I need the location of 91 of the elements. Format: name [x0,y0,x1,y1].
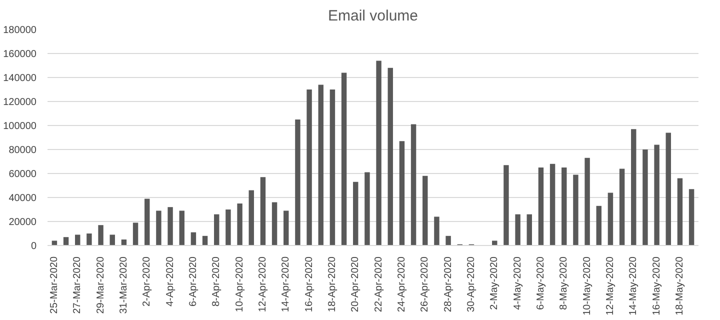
x-tick-label: 20-Apr-2020 [350,256,362,312]
bar [75,234,80,246]
x-tick-label: 22-Apr-2020 [373,256,384,312]
x-tick-label: 26-Apr-2020 [420,256,431,312]
x-tick-label: 18-May-2020 [674,256,686,316]
bar [190,232,196,246]
x-tick-label: 24-Apr-2020 [396,256,408,312]
bar [341,72,347,246]
y-tick-label: 60000 [8,169,37,180]
bar [272,202,278,246]
y-tick-label: 40000 [8,193,37,204]
bar [666,132,671,246]
bar [584,158,590,246]
y-tick-label: 100000 [3,121,37,132]
bar [550,164,556,246]
x-tick-label: 2-Apr-2020 [142,256,153,307]
x-tick-label: 12-Apr-2020 [257,256,268,312]
bar [573,174,578,246]
x-tick-label: 28-Apr-2020 [442,256,454,312]
y-tick-label: 140000 [3,73,37,84]
x-tick-label: 27-Mar-2020 [72,256,84,314]
bar [608,192,614,246]
bar [86,234,92,246]
x-tick-label: 14-Apr-2020 [280,256,292,312]
bar [515,214,520,246]
bar [492,240,498,246]
x-tick-label: 8-May-2020 [558,256,570,310]
x-tick-label: 4-Apr-2020 [164,256,176,307]
bar [214,214,220,246]
bar [434,216,440,246]
bar [226,210,231,246]
bar [410,124,416,246]
x-tick-label: 18-Apr-2020 [326,256,338,312]
x-tick-label: 6-May-2020 [535,256,546,310]
bar [318,84,324,246]
x-tick-label: 6-Apr-2020 [188,256,199,307]
x-tick-label: 30-Apr-2020 [466,256,477,312]
x-tick-label: 4-May-2020 [512,256,524,310]
x-tick-label: 31-Mar-2020 [118,256,130,314]
bar [237,204,242,246]
bar [168,207,173,246]
x-tick-label: 25-Mar-2020 [48,256,60,314]
bar [376,60,382,246]
bar [353,182,358,246]
x-tick-label: 14-May-2020 [628,256,640,316]
y-tick-label: 120000 [3,97,37,108]
bar [538,168,544,246]
bar [202,236,208,246]
bar [156,210,162,246]
x-tick-label: 2-May-2020 [489,256,500,310]
y-tick-label: 0 [30,241,37,252]
bar [132,222,138,246]
bar [284,210,289,246]
bar [260,177,266,246]
x-tick-label: 8-Apr-2020 [211,256,222,307]
bar [596,206,602,246]
bar [677,178,683,246]
y-tick-label: 20000 [8,217,37,228]
x-tick-label: 10-Apr-2020 [234,256,246,312]
bar [295,120,300,246]
bar [562,168,567,246]
bar [98,225,104,246]
x-tick-label: 16-Apr-2020 [304,256,315,312]
bar [654,144,660,246]
bar [330,90,336,246]
bar [63,237,69,246]
bar [526,214,532,246]
bar [619,168,625,246]
bar [446,236,451,246]
bar [306,90,312,246]
bar [399,141,405,246]
chart-title: Email volume [328,8,418,24]
x-tick-label: 10-May-2020 [582,256,593,316]
bar [688,189,694,246]
y-tick-label: 80000 [8,145,37,156]
x-tick-label: 29-Mar-2020 [95,256,106,314]
y-tick-label: 160000 [3,49,37,60]
bar [642,150,648,246]
bar [504,165,509,246]
bar [364,172,370,246]
bar [110,234,115,246]
bar [422,176,428,246]
bar [248,190,254,246]
y-tick-label: 180000 [3,25,37,36]
bar [52,240,58,246]
bar [631,129,636,246]
x-tick-label: 12-May-2020 [604,256,616,316]
x-tick-label: 16-May-2020 [651,256,662,316]
bar [144,198,150,246]
bar [179,210,184,246]
bar [388,68,393,246]
